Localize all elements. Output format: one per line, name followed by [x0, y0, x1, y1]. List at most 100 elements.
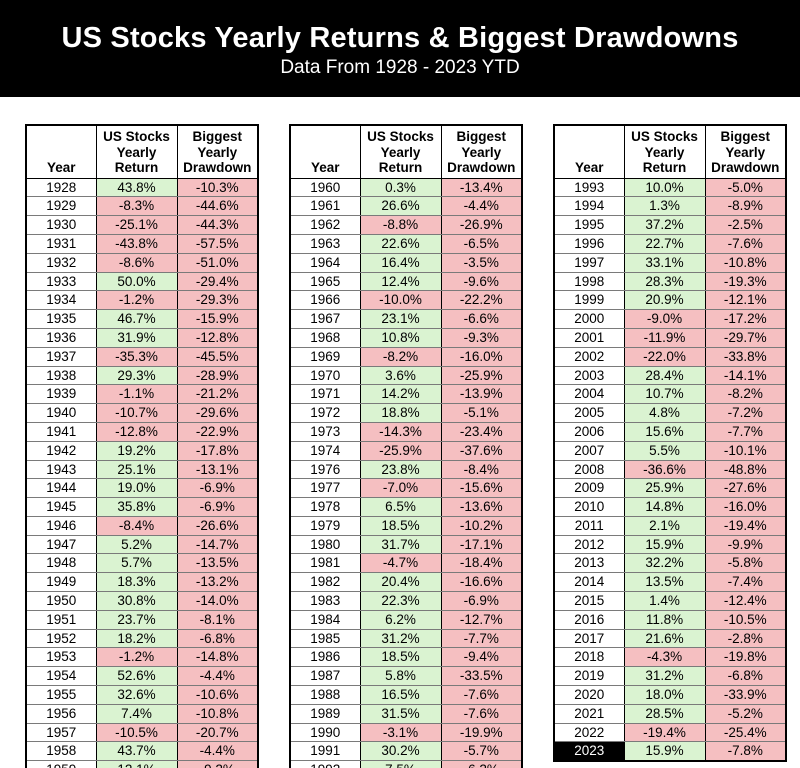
drawdown-cell: -17.1% — [440, 534, 523, 555]
drawdown-cell: -22.2% — [440, 290, 523, 311]
year-cell: 2013 — [553, 553, 625, 574]
drawdown-header: Biggest Yearly Drawdown — [704, 124, 787, 179]
drawdown-cell: -8.4% — [440, 459, 523, 480]
return-cell: -8.6% — [95, 252, 178, 273]
drawdown-cell: -4.4% — [440, 196, 523, 217]
table-row: 1951 23.7% -8.1% — [25, 609, 259, 630]
drawdown-cell: -5.0% — [704, 177, 787, 198]
return-cell: -1.2% — [95, 647, 178, 668]
drawdown-cell: -10.2% — [440, 515, 523, 536]
return-cell: 28.5% — [623, 703, 706, 724]
drawdown-cell: -25.9% — [440, 365, 523, 386]
table-row: 1994 1.3% -8.9% — [553, 196, 787, 217]
year-cell: 1943 — [25, 459, 97, 480]
table-row: 2022 -19.4% -25.4% — [553, 722, 787, 743]
year-cell: 1976 — [289, 459, 361, 480]
drawdown-cell: -9.2% — [176, 760, 259, 768]
return-cell: 18.5% — [359, 647, 442, 668]
drawdown-cell: -19.8% — [704, 647, 787, 668]
return-cell: 33.1% — [623, 252, 706, 273]
drawdown-cell: -7.6% — [704, 233, 787, 254]
return-cell: 14.8% — [623, 497, 706, 517]
table-row: 1952 18.2% -6.8% — [25, 628, 259, 649]
year-cell: 1937 — [25, 346, 97, 367]
year-cell: 1982 — [289, 572, 361, 593]
table-row: 1978 6.5% -13.6% — [289, 497, 523, 517]
drawdown-cell: -57.5% — [176, 233, 259, 254]
year-cell: 1978 — [289, 497, 361, 517]
table-row: 1981 -4.7% -18.4% — [289, 553, 523, 574]
return-cell: 32.2% — [623, 553, 706, 574]
year-cell: 1972 — [289, 403, 361, 423]
drawdown-cell: -9.3% — [440, 327, 523, 348]
drawdown-cell: -44.3% — [176, 215, 259, 235]
table-row: 1974 -25.9% -37.6% — [289, 440, 523, 461]
table-row: 1946 -8.4% -26.6% — [25, 515, 259, 536]
drawdown-cell: -6.6% — [440, 309, 523, 329]
year-cell: 1990 — [289, 722, 361, 743]
return-cell: -9.0% — [623, 309, 706, 329]
year-cell: 2012 — [553, 534, 625, 555]
table-row: 2005 4.8% -7.2% — [553, 403, 787, 423]
tables-row: Year US Stocks Yearly Return Biggest Yearl… — [0, 97, 800, 768]
drawdown-cell: -6.9% — [176, 478, 259, 499]
drawdown-cell: -10.6% — [176, 685, 259, 705]
table-row: 1961 26.6% -4.4% — [289, 196, 523, 217]
table-row: 1936 31.9% -12.8% — [25, 327, 259, 348]
drawdown-cell: -27.6% — [704, 478, 787, 499]
year-cell: 1963 — [289, 233, 361, 254]
table-row: 2004 10.7% -8.2% — [553, 384, 787, 405]
drawdown-cell: -16.0% — [704, 497, 787, 517]
drawdown-cell: -9.9% — [704, 534, 787, 555]
table-row: 1955 32.6% -10.6% — [25, 685, 259, 705]
return-cell: -10.5% — [95, 722, 178, 743]
return-cell: -3.1% — [359, 722, 442, 743]
year-cell: 1941 — [25, 421, 97, 442]
return-cell: 16.4% — [359, 252, 442, 273]
year-cell: 2004 — [553, 384, 625, 405]
page-title: US Stocks Yearly Returns & Biggest Drawd… — [61, 22, 739, 54]
year-cell: 1971 — [289, 384, 361, 405]
table-row: 1943 25.1% -13.1% — [25, 459, 259, 480]
table-row: 1963 22.6% -6.5% — [289, 233, 523, 254]
return-cell: -11.9% — [623, 327, 706, 348]
drawdown-cell: -21.2% — [176, 384, 259, 405]
return-cell: 4.8% — [623, 403, 706, 423]
drawdown-cell: -5.2% — [704, 703, 787, 724]
table-row: 1962 -8.8% -26.9% — [289, 215, 523, 235]
drawdown-cell: -14.1% — [704, 365, 787, 386]
return-cell: 7.4% — [95, 703, 178, 724]
return-cell: 31.5% — [359, 703, 442, 724]
return-cell: 18.3% — [95, 572, 178, 593]
return-cell: 6.5% — [359, 497, 442, 517]
drawdown-cell: -19.9% — [440, 722, 523, 743]
return-cell: 22.7% — [623, 233, 706, 254]
drawdown-cell: -4.4% — [176, 666, 259, 687]
year-cell: 1967 — [289, 309, 361, 329]
drawdown-cell: -8.1% — [176, 609, 259, 630]
return-cell: -7.0% — [359, 478, 442, 499]
table-row: 1940 -10.7% -29.6% — [25, 403, 259, 423]
return-cell: -14.3% — [359, 421, 442, 442]
drawdown-cell: -9.6% — [440, 271, 523, 292]
drawdown-cell: -12.7% — [440, 609, 523, 630]
return-header: US Stocks Yearly Return — [623, 124, 706, 179]
drawdown-cell: -17.2% — [704, 309, 787, 329]
drawdown-cell: -29.4% — [176, 271, 259, 292]
year-cell: 1955 — [25, 685, 97, 705]
year-cell: 1986 — [289, 647, 361, 668]
return-cell: 31.2% — [623, 666, 706, 687]
table-row: 1972 18.8% -5.1% — [289, 403, 523, 423]
table-row: 1958 43.7% -4.4% — [25, 741, 259, 762]
drawdown-cell: -10.8% — [704, 252, 787, 273]
return-cell: 15.9% — [623, 741, 706, 762]
year-cell: 1993 — [553, 177, 625, 198]
drawdown-cell: -33.8% — [704, 346, 787, 367]
year-cell: 1964 — [289, 252, 361, 273]
table-row: 1953 -1.2% -14.8% — [25, 647, 259, 668]
header-row: Year US Stocks Yearly Return Biggest Yearl… — [289, 124, 523, 179]
table-row: 2010 14.8% -16.0% — [553, 497, 787, 517]
return-cell: 30.8% — [95, 591, 178, 611]
year-cell: 2017 — [553, 628, 625, 649]
title-banner: US Stocks Yearly Returns & Biggest Drawd… — [0, 0, 800, 97]
